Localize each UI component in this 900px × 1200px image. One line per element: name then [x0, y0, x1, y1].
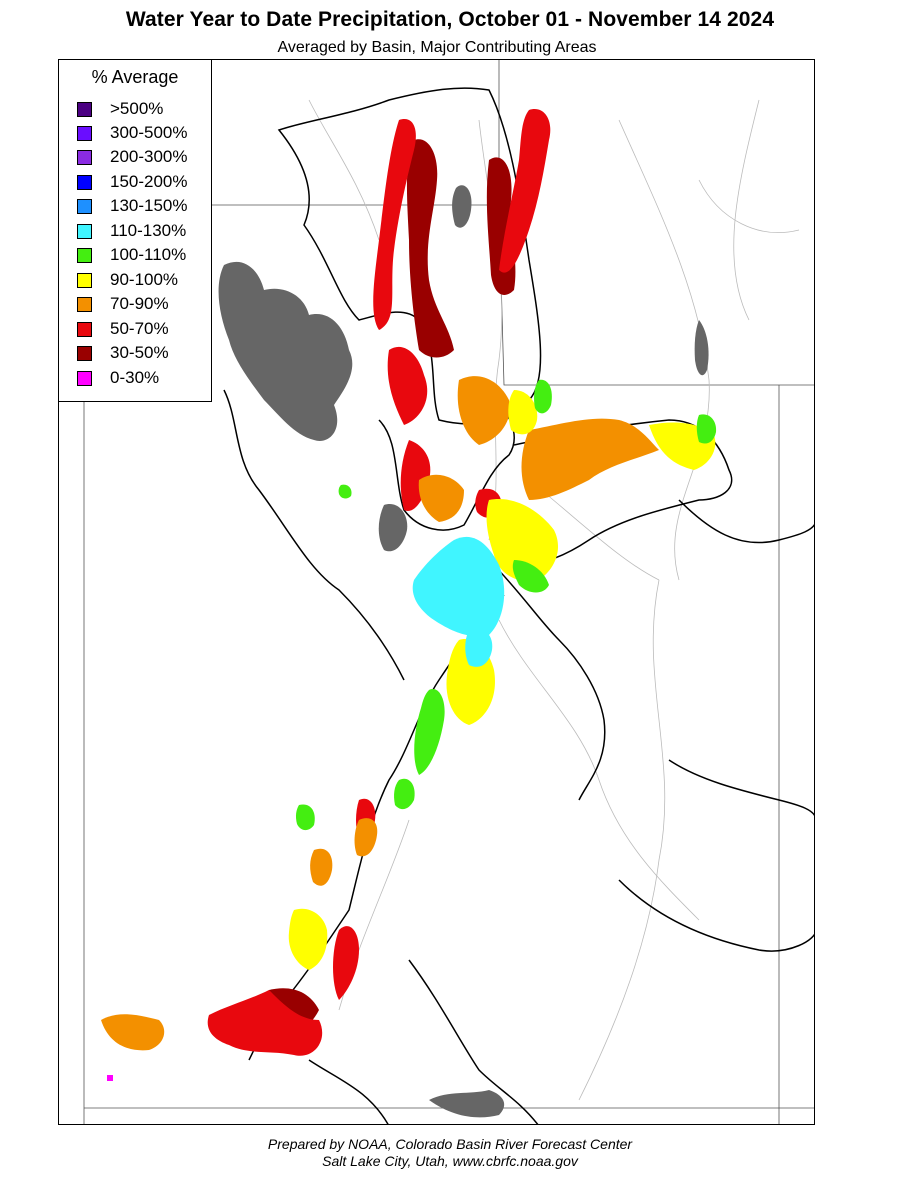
legend-label: 90-100% [110, 270, 179, 289]
basin-lower-south [408, 959, 539, 1124]
precip-100-110-north [534, 379, 552, 414]
legend-swatch [77, 149, 92, 165]
legend-label: 50-70% [110, 319, 169, 338]
legend-swatch [77, 272, 92, 288]
precip-90-100-uinta-south [486, 499, 559, 582]
precip-110-130-south [465, 628, 493, 667]
precipitation-map [83, 60, 814, 1124]
legend-label: 150-200% [110, 172, 188, 191]
bear-lake [452, 185, 472, 228]
legend-swatch [77, 125, 92, 141]
legend-item: 90-100% [77, 269, 178, 291]
credit-line-2: Salt Lake City, Utah, www.cbrfc.noaa.gov [322, 1153, 578, 1169]
great-salt-lake [218, 261, 353, 441]
legend-swatch [77, 174, 92, 190]
map-frame: % Average >500% 300-500% 200-300% 150-20… [58, 59, 815, 1125]
legend-item: 130-150% [77, 195, 188, 217]
precip-50-70-southwest [207, 990, 323, 1056]
basin-weber-jordan [378, 404, 515, 531]
legend-swatch [77, 345, 92, 361]
basin-east-colorado [668, 759, 814, 817]
legend-swatch [77, 296, 92, 312]
map-subtitle: Averaged by Basin, Major Contributing Ar… [277, 39, 597, 56]
precip-90-100-weber-east [508, 390, 538, 435]
legend-label: 130-150% [110, 196, 188, 215]
legend-item: 150-200% [77, 171, 188, 193]
precip-100-110-small [338, 484, 352, 499]
basin-boundaries [223, 87, 814, 1124]
lakes [218, 185, 709, 1118]
legend-item: 50-70% [77, 318, 169, 340]
precip-regions [101, 109, 717, 1081]
legend: % Average >500% 300-500% 200-300% 150-20… [59, 60, 212, 402]
precip-110-130-central [412, 536, 505, 637]
precip-100-110-east [696, 414, 717, 444]
precip-50-70-central [387, 346, 428, 425]
legend-item: 100-110% [77, 244, 186, 266]
basin-price-green [488, 559, 606, 801]
legend-label: 300-500% [110, 123, 188, 142]
legend-label: 70-90% [110, 294, 169, 313]
legend-item: 30-50% [77, 342, 169, 364]
legend-swatch [77, 223, 92, 239]
credit-line-1: Prepared by NOAA, Colorado Basin River F… [267, 1136, 633, 1152]
legend-title: % Average [91, 67, 179, 87]
precip-70-90-sevier-mid [310, 848, 333, 886]
legend-label: 0-30% [110, 368, 160, 387]
legend-swatch [77, 101, 92, 117]
state-line-idaho [209, 60, 500, 206]
legend-swatch [77, 370, 92, 386]
precip-50-70-south-mid [333, 926, 359, 1000]
basin-great-salt-lake-west [223, 389, 405, 681]
legend-label: 110-130% [110, 221, 187, 240]
basin-virgin [308, 1059, 389, 1124]
precip-50-70-north-east [499, 109, 551, 273]
legend-item: 70-90% [77, 293, 169, 315]
legend-item: 300-500% [77, 122, 188, 144]
precip-70-90-weber [457, 376, 510, 445]
utah-lake [378, 504, 408, 552]
legend-item: 0-30% [77, 367, 159, 389]
lake-powell [429, 1090, 505, 1118]
precip-70-90-duchesne [521, 418, 659, 500]
precip-100-110-south [394, 778, 415, 810]
precip-100-110-sevier [414, 689, 445, 775]
precip-100-110-mid [512, 560, 549, 593]
precip-70-90-southwest [101, 1014, 165, 1051]
legend-swatch [77, 247, 92, 263]
legend-label: >500% [110, 99, 164, 118]
precip-70-90-provo [418, 474, 464, 522]
legend-item: >500% [77, 98, 163, 120]
legend-swatch [77, 321, 92, 337]
basin-east-wyoming [678, 499, 814, 544]
map-title: Water Year to Date Precipitation, Octobe… [125, 8, 775, 31]
legend-item: 200-300% [77, 146, 188, 168]
legend-item: 110-130% [77, 220, 186, 242]
legend-label: 200-300% [110, 147, 188, 166]
precip-30-50-north [406, 139, 454, 358]
precip-70-90-sevier-north [354, 818, 378, 857]
legend-label: 100-110% [110, 245, 187, 264]
precip-0-30-spot [107, 1075, 113, 1081]
legend-label: 30-50% [110, 343, 169, 362]
legend-swatch [77, 198, 92, 214]
precip-100-110-west [295, 804, 315, 831]
flaming-gorge [694, 320, 709, 376]
precip-90-100-south [288, 908, 328, 970]
basin-southeast [618, 879, 814, 952]
precip-50-70-north-west [373, 119, 416, 330]
